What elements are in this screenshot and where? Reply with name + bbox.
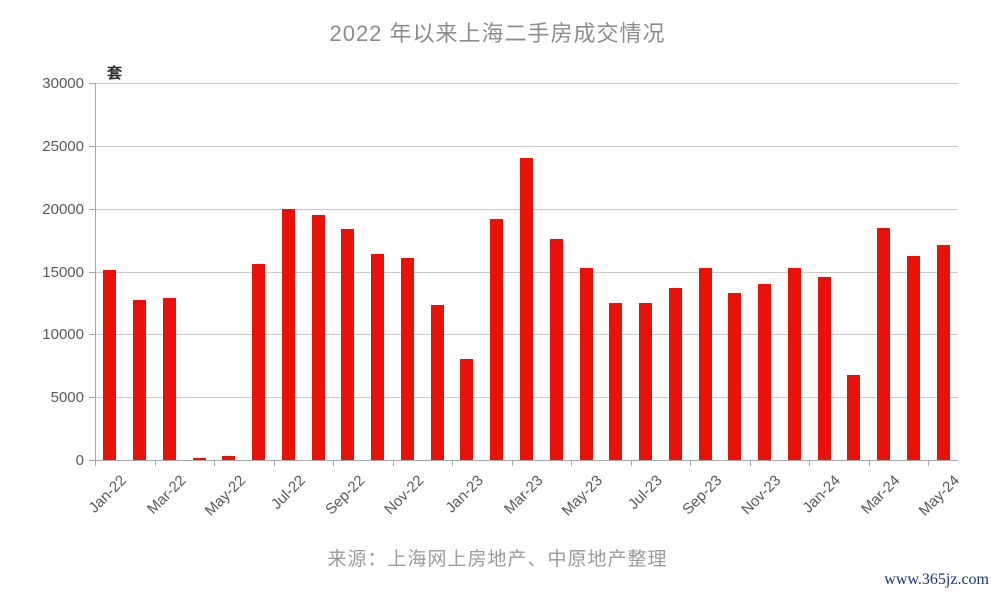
x-axis-tick (95, 461, 96, 466)
bar (787, 267, 801, 460)
bar (490, 218, 504, 460)
bar (430, 305, 444, 460)
bar (698, 267, 712, 460)
bar (281, 208, 295, 460)
y-axis-line (95, 83, 96, 460)
x-axis-tick (868, 461, 870, 466)
x-axis-tick (809, 461, 811, 466)
x-axis-label: Nov-22 (381, 472, 428, 519)
x-axis-label: Jan-24 (799, 472, 845, 517)
bar (639, 302, 653, 460)
x-axis-tick (630, 461, 632, 466)
x-axis-tick (511, 461, 513, 466)
y-axis-tick (89, 271, 95, 273)
y-axis-label: 15000 (42, 263, 84, 281)
y-axis-label: 30000 (42, 75, 84, 92)
x-axis-label: Nov-23 (738, 472, 785, 519)
source-note: 来源：上海网上房地产、中原地产整理 (327, 549, 668, 570)
x-axis-tick (928, 461, 930, 466)
y-axis-label: 20000 (42, 200, 84, 218)
x-axis-tick (154, 461, 156, 466)
x-axis-label: Mar-23 (500, 472, 547, 518)
x-axis-label: May-23 (558, 472, 607, 520)
x-axis-label: Mar-24 (857, 472, 904, 518)
bar (103, 270, 117, 460)
x-axis-tick (749, 461, 751, 466)
bar (817, 276, 831, 460)
y-axis-label: 10000 (42, 326, 84, 344)
watermark-link[interactable]: www.365jz.com (884, 571, 989, 588)
bar (936, 245, 950, 460)
bar (252, 263, 266, 460)
bar (758, 284, 772, 460)
y-axis-label: 5000 (50, 389, 84, 407)
y-axis-tick (89, 208, 95, 210)
y-axis-tick (89, 334, 95, 336)
x-axis-label: Mar-22 (143, 472, 190, 518)
bar (906, 256, 920, 460)
bar (162, 297, 176, 460)
x-axis-tick (273, 461, 275, 466)
x-axis-label: Sep-23 (678, 472, 726, 519)
gridline (95, 145, 958, 147)
x-axis-label: Jul-22 (267, 472, 309, 513)
x-axis-tick (571, 461, 573, 466)
y-axis-label: 25000 (42, 137, 84, 155)
bar (520, 158, 533, 460)
x-axis-tick (452, 461, 454, 466)
bar (728, 292, 742, 460)
bar (877, 227, 891, 460)
bar (549, 238, 563, 460)
bar (133, 300, 147, 460)
bar (192, 458, 206, 460)
bar (847, 374, 861, 460)
bar (311, 214, 325, 460)
x-axis-label: May-24 (915, 472, 964, 520)
chart-title: 2022 年以来上海二手房成交情况 (329, 21, 666, 46)
bar (371, 253, 385, 460)
x-axis-tick (214, 461, 216, 466)
x-axis-label: Jan-23 (442, 472, 487, 517)
y-axis-tick (89, 397, 95, 399)
x-axis-tick (690, 461, 692, 466)
x-axis-label: Sep-22 (321, 472, 368, 519)
x-axis-label: May-22 (201, 472, 249, 520)
y-axis-label: 0 (75, 452, 84, 469)
bar (579, 267, 593, 460)
x-axis-line (95, 460, 958, 461)
x-axis-label: Jan-22 (85, 472, 130, 517)
bar (460, 359, 474, 460)
y-axis-tick (89, 460, 95, 461)
x-axis-tick (333, 461, 335, 466)
bar (222, 456, 236, 460)
y-axis-tick (89, 83, 95, 84)
bar (609, 302, 623, 460)
bar (341, 228, 355, 460)
x-axis-label: Jul-23 (624, 472, 666, 513)
x-axis-tick (392, 461, 394, 466)
y-axis-unit-label: 套 (107, 65, 123, 82)
bar (668, 287, 682, 460)
gridline (95, 83, 958, 84)
y-axis-tick (89, 145, 95, 147)
bar (400, 257, 414, 460)
